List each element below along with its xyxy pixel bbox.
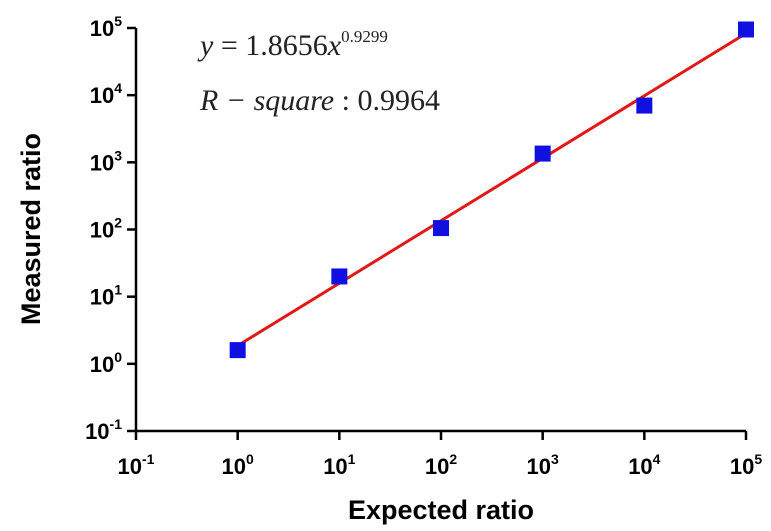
x-tick-label: 103 xyxy=(527,451,559,479)
y-tick-label: 103 xyxy=(90,147,122,175)
x-tick-label: 104 xyxy=(628,451,660,479)
rsquare-text: R − square : 0.9964 xyxy=(199,84,440,117)
data-point xyxy=(331,268,348,285)
rsquare-annotation: R − square : 0.9964 xyxy=(199,84,440,117)
x-tick-label: 100 xyxy=(222,451,254,479)
plot-area xyxy=(127,21,754,440)
tick-marks xyxy=(127,26,748,440)
y-tick-label: 104 xyxy=(90,80,122,108)
rsquare-separator: : xyxy=(334,84,357,117)
equation-annotation: y = 1.8656x0.9299 xyxy=(197,27,388,62)
x-tick-label: 102 xyxy=(425,451,457,479)
equation-lhs: y xyxy=(197,29,214,62)
x-tick-label: 105 xyxy=(730,451,762,479)
x-tick-label: 10-1 xyxy=(118,451,155,479)
y-axis-title: Measured ratio xyxy=(16,133,46,325)
data-point xyxy=(229,342,246,359)
rsquare-value: 0.9964 xyxy=(357,84,440,117)
y-tick-label: 101 xyxy=(90,282,122,310)
fit-line xyxy=(236,32,747,347)
equation-coefficient: = 1.8656 xyxy=(213,29,327,62)
equation-exponent: 0.9299 xyxy=(341,27,388,46)
y-tick-labels: 10-1 100 101 102 103 104 105 xyxy=(85,13,122,444)
y-tick-label: 105 xyxy=(90,13,122,41)
data-point xyxy=(636,97,653,114)
fit-line-layer xyxy=(236,32,747,347)
data-point xyxy=(534,145,551,162)
y-tick-label: 10-1 xyxy=(85,416,122,444)
y-tick-label: 100 xyxy=(90,349,122,377)
y-tick-label: 102 xyxy=(90,215,122,243)
x-tick-label: 101 xyxy=(323,451,355,479)
rsquare-label: R − square xyxy=(199,84,334,117)
equation-variable: x xyxy=(327,29,342,62)
x-axis-title: Expected ratio xyxy=(348,495,534,525)
equation-text: y = 1.8656x0.9299 xyxy=(197,27,388,62)
data-points xyxy=(229,21,754,359)
data-point xyxy=(738,21,754,38)
data-point xyxy=(433,220,449,237)
x-tick-labels: 10-1 100 101 102 103 104 105 xyxy=(118,451,763,479)
